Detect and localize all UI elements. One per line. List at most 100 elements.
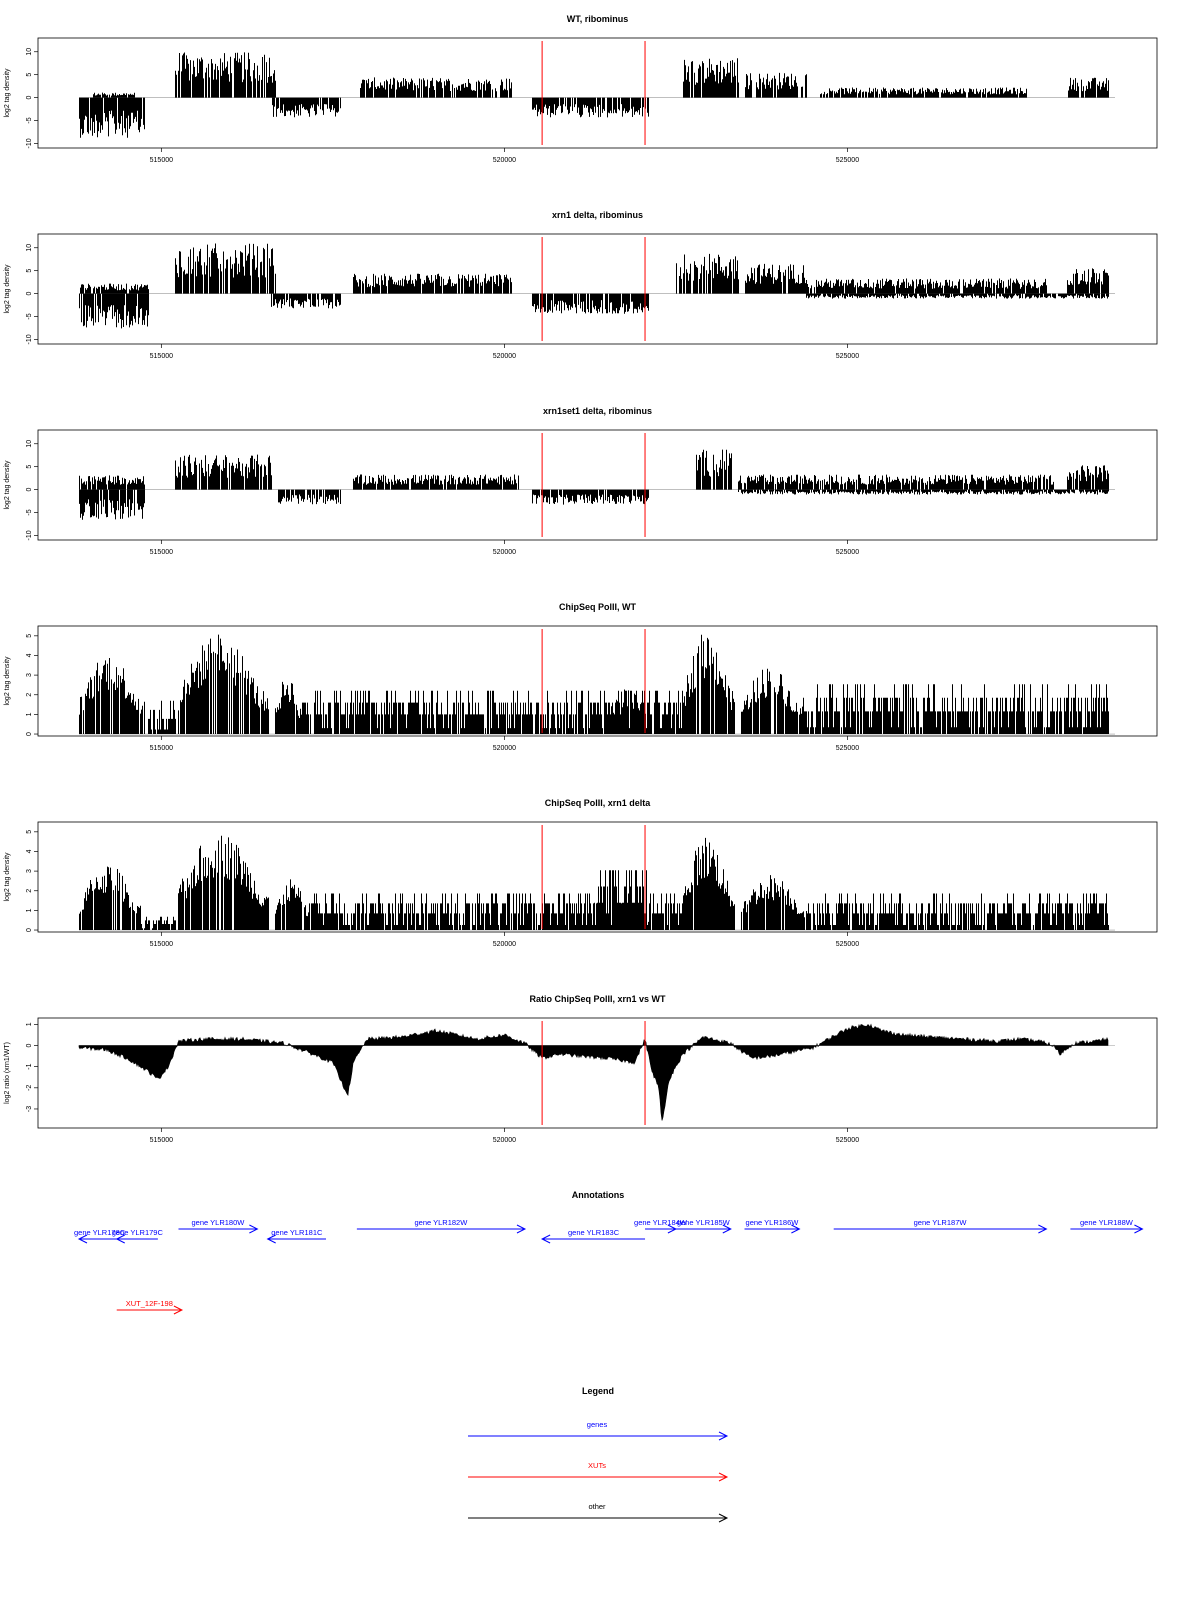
signal-segment-2	[148, 700, 176, 735]
gene-arrow-10: gene YLR187W	[833, 1218, 1048, 1234]
y-tick-label: -10	[26, 138, 33, 148]
signal-segment-8	[741, 875, 807, 931]
y-tick-label: 1	[26, 908, 33, 912]
legend-label: other	[588, 1502, 606, 1511]
gene-arrow-3: gene YLR180W	[178, 1218, 259, 1234]
gene-label: gene YLR188W	[1080, 1218, 1134, 1227]
signal-segment-5	[360, 77, 512, 98]
signal-bars	[79, 52, 1109, 138]
signal-bar-path	[683, 634, 735, 735]
signal-bar-path	[745, 263, 807, 294]
arrow-head	[173, 1305, 184, 1315]
y-tick-label: 2	[26, 889, 33, 893]
y-tick-label: 0	[26, 1043, 33, 1047]
legend-label: XUTs	[588, 1461, 606, 1470]
chart-title: WT, ribominus	[567, 14, 629, 24]
signal-segment-8	[741, 668, 804, 735]
y-tick-label: 5	[26, 465, 33, 469]
signal-segment-8	[745, 263, 807, 294]
arrow-head	[516, 1224, 527, 1234]
y-tick-label: -10	[26, 334, 33, 344]
y-tick-label: 10	[26, 440, 33, 448]
gene-arrow-5: gene YLR182W	[356, 1218, 527, 1234]
signal-segment-2	[141, 916, 176, 931]
signal-segment-5	[353, 474, 519, 490]
y-tick-label: 1	[26, 1022, 33, 1026]
signal-segment-1	[79, 866, 141, 931]
signal-segment-10	[1067, 465, 1109, 490]
y-tick-label: 0	[26, 292, 33, 296]
signal-segment-10	[1068, 77, 1109, 98]
signal-bar-path	[806, 893, 1109, 931]
arrow-head	[718, 1513, 729, 1523]
signal-bar-path	[738, 489, 1109, 495]
y-tick-label: 0	[26, 96, 33, 100]
signal-bar-path	[803, 684, 1109, 735]
signal-bars	[79, 243, 1109, 329]
signal-segment-1	[79, 293, 149, 329]
plot-frame	[37, 233, 1158, 345]
arrow-head	[540, 1234, 551, 1244]
signal-segment-7	[683, 634, 735, 735]
signal-bars	[79, 835, 1109, 931]
signal-segment-4	[271, 293, 341, 309]
signal-segment-3	[175, 454, 272, 490]
signal-segment-2	[80, 283, 149, 294]
legend-label: genes	[587, 1420, 608, 1429]
y-axis-label: log2 tag density	[4, 460, 11, 510]
signal-segment-8	[738, 474, 1054, 490]
signal-bar-path	[178, 634, 269, 735]
signal-bar-path	[275, 879, 310, 931]
chart-panel-5: ChipSeq PolII, xrn1 delta log2 tag densit…	[4, 798, 1158, 948]
gene-label: gene YLR183C	[568, 1228, 620, 1237]
signal-bar-path	[360, 77, 512, 98]
y-tick-label: 5	[26, 634, 33, 638]
gene-label: gene YLR182W	[414, 1218, 468, 1227]
legend-item-genes: genes	[468, 1420, 729, 1441]
chart-panel-4: ChipSeq PolII, WT log2 tag density 0 1 2 3 4 5 5…	[4, 602, 1158, 752]
signal-bar-path	[93, 92, 135, 98]
y-tick-label: -10	[26, 530, 33, 540]
legend-item-xuts: XUTs	[468, 1461, 729, 1482]
y-tick-label: 4	[26, 653, 33, 657]
x-tick-label: 515000	[150, 157, 173, 164]
y-axis-label: log2 tag density	[4, 68, 11, 118]
chart-panel-1: WT, ribominus log2 tag density 10 5 0 -5 -10 51…	[4, 14, 1158, 164]
signal-bar-path	[741, 668, 804, 735]
signal-segment-4	[275, 879, 310, 931]
signal-bar-path	[607, 689, 649, 735]
signal-segment-11	[1067, 268, 1109, 294]
signal-bar-path	[683, 837, 735, 931]
signal-bar-path	[175, 52, 276, 98]
signal-bar-path	[532, 97, 649, 118]
chart-title: ChipSeq PolII, WT	[559, 602, 636, 612]
legend-item-other: other	[468, 1502, 729, 1523]
signal-bar-path	[272, 97, 341, 118]
gene-arrow-11: gene YLR188W	[1070, 1218, 1144, 1234]
x-tick-label: 520000	[493, 941, 516, 948]
gene-label: gene YLR184W	[634, 1218, 688, 1227]
signal-bar-path	[820, 87, 1027, 98]
signal-segment-9	[806, 893, 1109, 931]
signal-segment-6	[607, 689, 649, 735]
signal-segment-7	[676, 253, 739, 294]
y-tick-label: -1	[26, 1063, 33, 1069]
arrow-head	[718, 1431, 729, 1441]
plot-frame	[37, 37, 1158, 149]
y-tick-label: 0	[26, 732, 33, 736]
gene-arrow-4: gene YLR181C	[266, 1228, 326, 1244]
signal-bar-path	[175, 243, 276, 294]
signal-segment-3	[178, 634, 269, 735]
x-tick-label: 520000	[493, 549, 516, 556]
y-tick-label: 10	[26, 244, 33, 252]
x-tick-label: 515000	[150, 353, 173, 360]
y-tick-label: 5	[26, 73, 33, 77]
xut-label: XUT_12F-198	[126, 1299, 173, 1308]
plot-frame	[37, 821, 1158, 933]
chart-title: xrn1set1 delta, ribominus	[543, 406, 652, 416]
gene-label: gene YLR187W	[914, 1218, 968, 1227]
plot-frame	[37, 625, 1158, 737]
signal-bar-path	[1067, 268, 1109, 294]
ratio-area	[78, 1023, 1109, 1121]
